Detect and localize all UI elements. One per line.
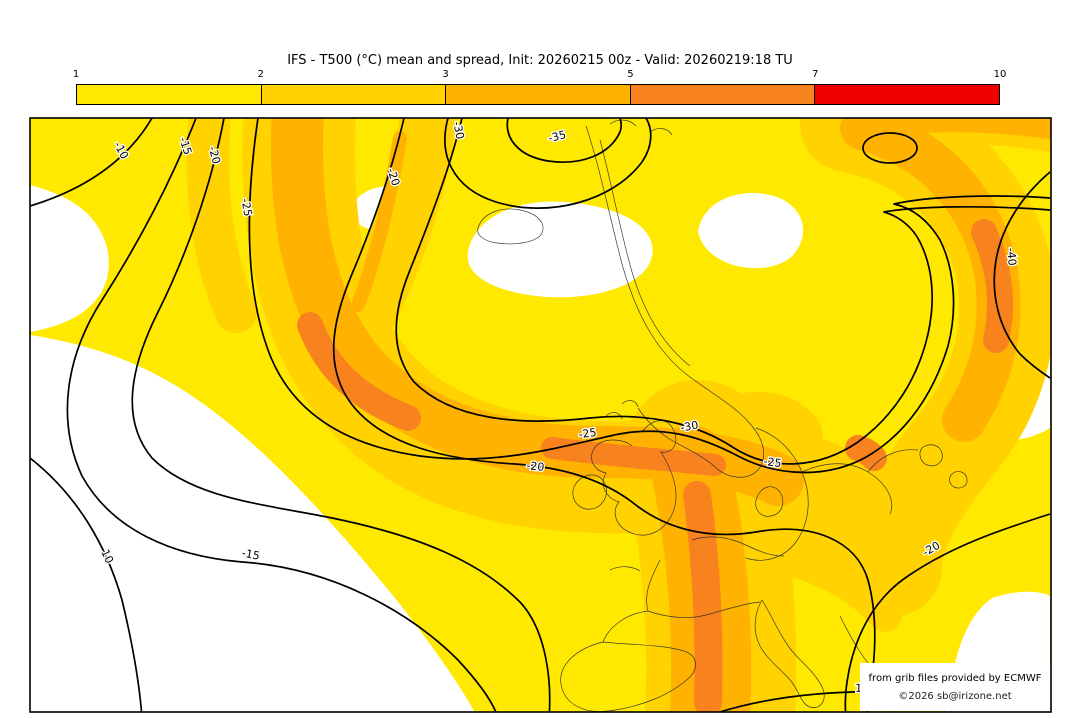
attribution-background [860, 663, 1051, 711]
contour-label: -35 [547, 128, 568, 145]
coast-norway-inner [599, 139, 691, 367]
coast-brittany [609, 566, 641, 572]
coast-ireland [572, 474, 607, 510]
contour-label: -20 [526, 459, 545, 474]
coast-iceland [477, 208, 544, 245]
contour-minus35-inner [506, 118, 622, 163]
legend-tick: 2 [257, 69, 264, 80]
coast-med-north [647, 601, 761, 618]
contour-labels-layer: -10 -15 -20-25-20-30 -35-40-25 -30-25-20-20-… [97, 119, 1020, 697]
contour-loop-small [862, 132, 918, 164]
legend-tick: 1 [72, 69, 80, 80]
legend-tick-labels: 1 2 3 5 7 10 [72, 69, 1007, 81]
contour-label: -30 [450, 120, 466, 140]
contour-minus20-central [332, 118, 876, 712]
coast-britain [591, 420, 677, 536]
contour-10-sw [30, 457, 143, 712]
coast-italy [754, 599, 825, 708]
chart-title: IFS - T500 (°C) mean and spread, Init: 2… [287, 53, 793, 68]
contour-minus10 [30, 118, 153, 207]
coast-norway-west [585, 125, 765, 471]
contour-minus20-west [131, 118, 551, 712]
coast-arctic-islands [609, 119, 673, 136]
contour-minus20-east [844, 513, 1051, 712]
coast-scotland-isles [605, 400, 639, 420]
legend-tick: 5 [627, 69, 634, 80]
coast-lakes [919, 444, 968, 489]
legend-tick: 7 [812, 69, 819, 80]
coast-baltic-gulfs [801, 449, 919, 515]
coast-south-scandinavia [637, 407, 759, 478]
contour-label: -20 [206, 145, 223, 166]
contour-minus40 [993, 171, 1051, 379]
contour-label: -25 [238, 197, 254, 217]
legend-tick: 10 [993, 69, 1007, 80]
coast-north-sea [691, 536, 785, 557]
attribution-line1: from grib files provided by ECMWF [869, 673, 1042, 684]
contour-minus15 [66, 118, 497, 712]
contour-label: -25 [578, 426, 598, 441]
coast-iberia [560, 641, 696, 712]
contour-label: -25 [763, 455, 783, 470]
legend-segment-2 [261, 85, 447, 104]
contour-label: -15 [241, 546, 261, 562]
spread-band-5-7 [297, 219, 1013, 712]
legend-tick: 3 [442, 69, 449, 80]
contour-label: -40 [1004, 247, 1019, 266]
map-border [29, 117, 1052, 713]
legend-segment-1 [77, 85, 262, 104]
mean-contours [30, 118, 1051, 712]
attribution-line2: ©2026 sb@irizone.net [898, 691, 1011, 702]
contour-minus30 [395, 118, 1051, 465]
contour-label: -30 [679, 419, 699, 435]
coast-sweden-baltic [745, 427, 809, 561]
contour-label: 10 [98, 547, 116, 565]
legend-segment-5 [815, 85, 999, 104]
legend-segment-4 [630, 85, 816, 104]
coastlines [477, 119, 968, 712]
contour-minus25 [248, 118, 1051, 474]
contour-minus35-loop [444, 118, 652, 209]
coast-denmark [755, 486, 784, 517]
legend-segment-3 [446, 85, 631, 104]
legend-colorbar [76, 84, 1000, 105]
attribution-box: from grib files provided by ECMWF ©2026 … [860, 663, 1051, 711]
spread-fill-layer: -10 -15 -20-25-20-30 -35-40-25 -30-25-20-20-… [30, 118, 1051, 712]
